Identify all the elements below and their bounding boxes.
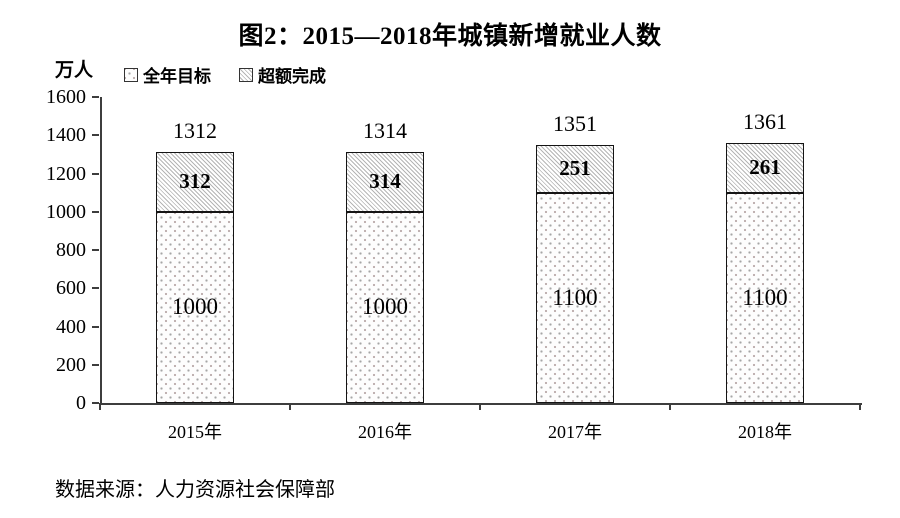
x-tick-label: 2016年 xyxy=(358,422,412,442)
hatched-swatch-icon xyxy=(239,67,253,82)
y-tick-label: 200 xyxy=(56,353,86,376)
x-tick-mark xyxy=(479,403,481,410)
y-tick-label: 400 xyxy=(56,315,86,338)
y-tick-mark xyxy=(92,325,99,328)
y-axis-unit-label: 万人 xyxy=(55,60,94,81)
bar-total-label: 1361 xyxy=(743,108,787,134)
dotted-swatch-icon xyxy=(124,67,138,82)
y-tick-label: 1000 xyxy=(46,200,86,223)
bar-value-exceeded: 314 xyxy=(369,169,401,194)
plot-area xyxy=(100,97,862,405)
legend-item-annual-target: 全年目标 xyxy=(124,62,211,87)
bar-segment-exceeded: 261 xyxy=(726,142,804,193)
bar-total-label: 1312 xyxy=(173,118,217,144)
bar-segment-exceeded: 251 xyxy=(536,144,614,193)
y-tick-mark xyxy=(92,363,99,366)
x-tick-label: 2018年 xyxy=(738,422,792,442)
bar-segment-annual-target: 1000 xyxy=(346,211,424,403)
y-tick-mark xyxy=(92,210,99,213)
y-tick-mark xyxy=(92,402,99,404)
data-source-note: 数据来源：人力资源社会保障部 xyxy=(55,479,335,501)
bar-total-label: 1314 xyxy=(363,117,407,143)
y-tick-label: 0 xyxy=(76,392,86,414)
y-tick-mark xyxy=(92,172,99,175)
bar-value-annual-target: 1000 xyxy=(172,294,218,320)
bar-total-label: 1351 xyxy=(553,110,597,136)
y-tick-mark xyxy=(92,134,99,137)
y-tick-label: 1400 xyxy=(46,124,86,147)
legend-label-exceeded: 超额完成 xyxy=(258,67,326,86)
bar-segment-exceeded: 312 xyxy=(156,152,234,212)
x-tick-mark xyxy=(289,403,291,410)
x-tick-mark xyxy=(99,403,101,410)
bar-value-annual-target: 1100 xyxy=(552,284,598,310)
bar-segment-annual-target: 1100 xyxy=(726,192,804,403)
bar-value-exceeded: 261 xyxy=(749,155,781,180)
bar-value-exceeded: 312 xyxy=(179,169,211,194)
bar-segment-annual-target: 1100 xyxy=(536,192,614,403)
y-tick-mark xyxy=(92,96,99,98)
legend-label-annual-target: 全年目标 xyxy=(143,67,211,86)
x-tick-mark xyxy=(669,403,671,410)
bar-value-annual-target: 1100 xyxy=(742,284,788,310)
legend-item-exceeded: 超额完成 xyxy=(239,62,326,87)
y-tick-label: 800 xyxy=(56,239,86,261)
bar-value-annual-target: 1000 xyxy=(362,294,408,320)
bar-value-exceeded: 251 xyxy=(559,156,591,181)
y-tick-label: 600 xyxy=(56,277,86,300)
x-tick-label: 2017年 xyxy=(548,422,602,442)
y-tick-mark xyxy=(92,249,99,251)
chart-title: 图2：2015—2018年城镇新增就业人数 xyxy=(238,23,662,50)
bar-segment-exceeded: 314 xyxy=(346,151,424,212)
x-tick-mark xyxy=(859,403,861,410)
y-tick-label: 1600 xyxy=(46,86,86,108)
y-tick-mark xyxy=(92,287,99,290)
bar-segment-annual-target: 1000 xyxy=(156,211,234,403)
x-tick-label: 2015年 xyxy=(168,422,222,442)
y-tick-label: 1200 xyxy=(46,162,86,185)
legend: 全年目标 超额完成 xyxy=(124,62,326,87)
